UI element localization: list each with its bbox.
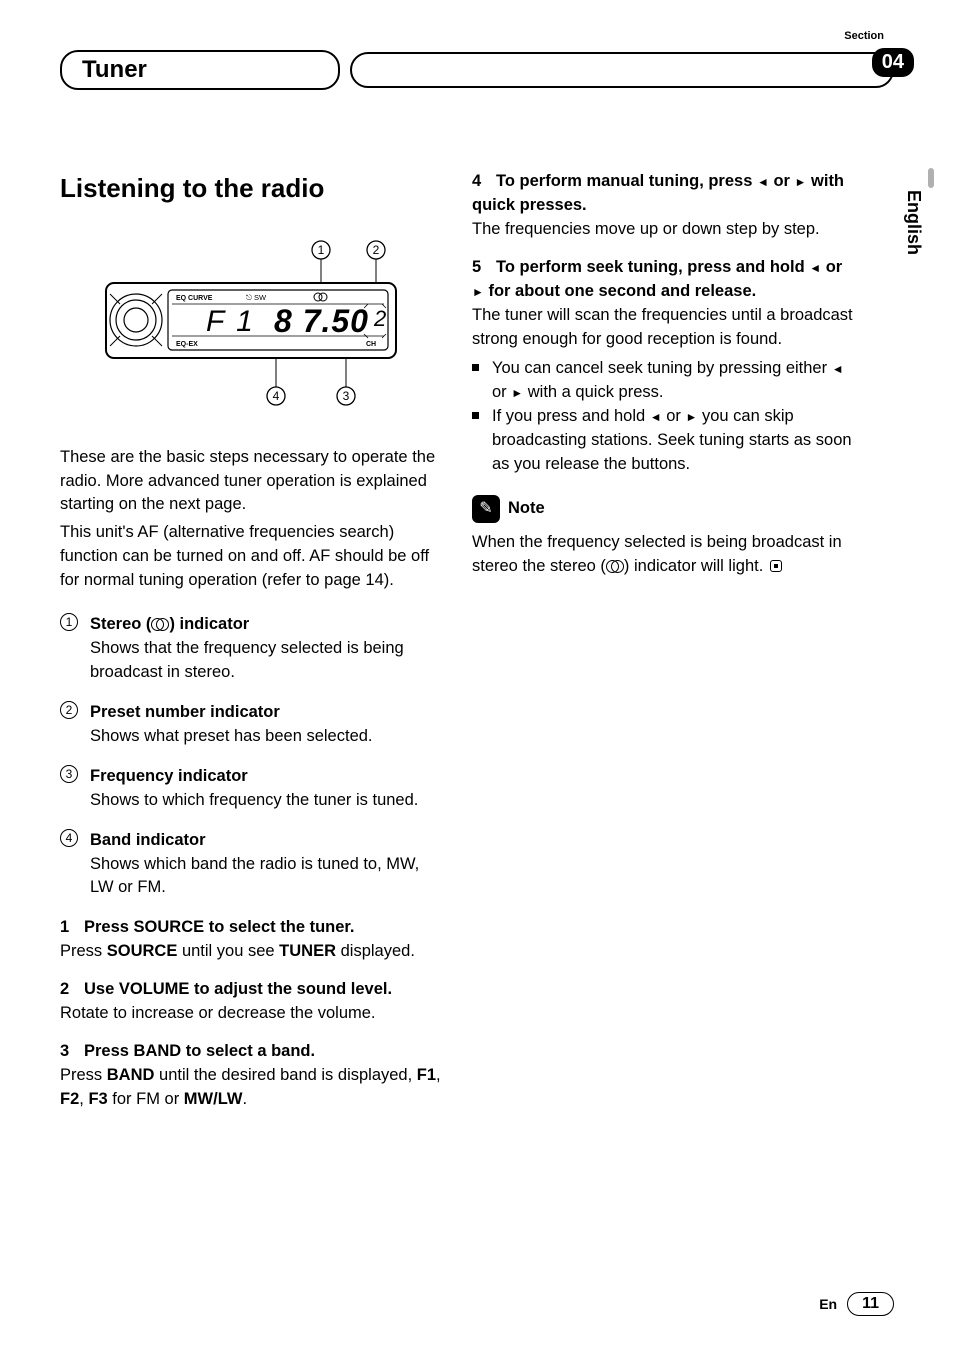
callout-number-3: 3 [60,765,78,783]
note-heading: ✎ Note [472,495,854,523]
radio-display-diagram: 1 2 3 4 [60,238,442,416]
left-arrow-icon [757,172,769,190]
right-arrow-icon [686,407,698,425]
section-heading: Listening to the radio [60,170,442,208]
definition-item-4: 4 Band indicator Shows which band the ra… [60,829,442,901]
definition-item-3: 3 Frequency indicator Shows to which fre… [60,765,442,813]
note-body: When the frequency selected is being bro… [472,531,854,579]
definition-item-1: 1 Stereo () indicator Shows that the fre… [60,613,442,685]
note-title: Note [508,497,545,521]
left-arrow-icon [832,359,844,377]
svg-text:EQ-EX: EQ-EX [176,341,198,348]
svg-text:8 7.50: 8 7.50 [274,303,369,339]
step-3: 3Press BAND to select a band. Press BAND… [60,1040,442,1112]
chapter-title-tab: Tuner [60,50,340,90]
left-arrow-icon [809,258,821,276]
def3-body: Shows to which frequency the tuner is tu… [90,789,442,813]
page-number: 11 [847,1292,894,1316]
step-4-body: The frequencies move up or down step by … [472,218,854,242]
footer-lang: En [819,1296,837,1312]
step-3-body: Press BAND until the desired band is dis… [60,1064,442,1112]
def2-title: Preset number indicator [90,703,280,721]
note-icon: ✎ [472,495,500,523]
svg-text:2: 2 [373,243,380,257]
def3-title: Frequency indicator [90,767,248,785]
language-tab-marker [928,168,934,188]
right-arrow-icon [472,282,484,300]
svg-text:1: 1 [318,243,325,257]
intro-paragraph-1: These are the basic steps necessary to o… [60,446,442,518]
right-arrow-icon [511,383,523,401]
svg-text:4: 4 [273,389,280,403]
svg-text:EQ CURVE: EQ CURVE [176,295,213,302]
right-column: 4To perform manual tuning, press or with… [472,170,894,1126]
step-2: 2Use VOLUME to adjust the sound level. R… [60,978,442,1026]
svg-text:2: 2 [373,306,386,331]
intro-paragraph-2: This unit's AF (alternative frequencies … [60,521,442,593]
step-1: 1Press SOURCE to select the tuner. Press… [60,916,442,964]
content-columns: Listening to the radio 1 2 3 4 [60,170,894,1126]
left-column: Listening to the radio 1 2 3 4 [60,170,442,1126]
stereo-icon [151,618,169,630]
intro-text: These are the basic steps necessary to o… [60,446,442,594]
def2-body: Shows what preset has been selected. [90,725,442,749]
callout-number-2: 2 [60,701,78,719]
callout-number-4: 4 [60,829,78,847]
def4-body: Shows which band the radio is tuned to, … [90,853,442,901]
end-of-section-icon [770,560,782,572]
bullet-skip-stations: If you press and hold or you can skip br… [472,405,854,477]
step-5-body: The tuner will scan the frequencies unti… [472,304,854,352]
def4-title: Band indicator [90,831,206,849]
def1-title: Stereo () indicator [90,615,249,633]
section-number-badge: 04 [872,48,914,77]
step-1-body: Press SOURCE until you see TUNER display… [60,940,442,964]
def1-body: Shows that the frequency selected is bei… [90,637,442,685]
left-arrow-icon [650,407,662,425]
definition-item-2: 2 Preset number indicator Shows what pre… [60,701,442,749]
page-footer: En 11 [819,1292,894,1316]
stereo-icon [606,560,624,572]
header-row: Tuner [60,50,894,90]
step-2-body: Rotate to increase or decrease the volum… [60,1002,442,1026]
step-5: 5To perform seek tuning, press and hold … [472,256,854,477]
svg-text:3: 3 [343,389,350,403]
svg-text:CH: CH [366,341,376,348]
svg-text:⎋ SW: ⎋ SW [246,293,267,302]
section-label: Section [844,30,884,42]
header-spacer-tab [350,52,894,88]
language-label: English [903,190,924,255]
callout-number-1: 1 [60,613,78,631]
step-4: 4To perform manual tuning, press or with… [472,170,854,242]
bullet-cancel-seek: You can cancel seek tuning by pressing e… [472,357,854,405]
svg-text:F 1: F 1 [206,305,255,338]
right-arrow-icon [795,172,807,190]
